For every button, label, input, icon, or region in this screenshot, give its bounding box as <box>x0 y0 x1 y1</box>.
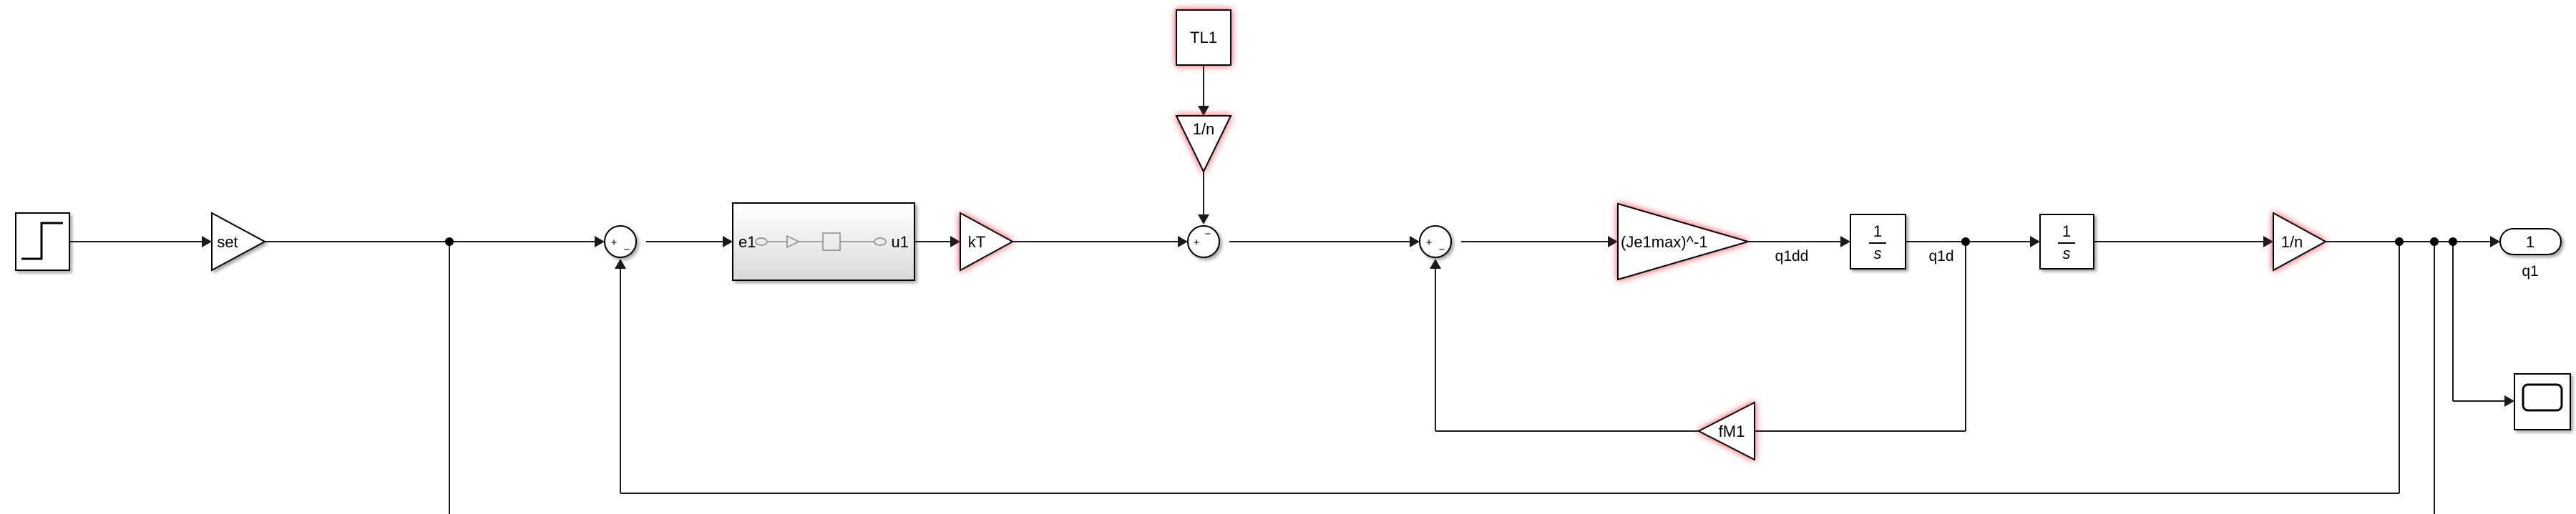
arrow-heads <box>202 106 2514 437</box>
n-gain-out-block[interactable]: 1/n <box>2273 212 2328 272</box>
arrow-head <box>1178 236 1188 247</box>
sum3-plus-sign: + <box>1426 237 1433 249</box>
n-gain-out-label: 1/n <box>2281 233 2303 251</box>
scope-icon <box>2522 383 2563 412</box>
arrow-head <box>1410 236 1420 247</box>
controller-subsystem-block[interactable]: e1 u1 <box>732 202 915 281</box>
arrow-head <box>1198 106 1209 116</box>
n-gain-top-label: 1/n <box>1193 120 1215 138</box>
inertia-gain-block[interactable]: (Je1max)^-1 <box>1617 202 1751 281</box>
arrow-head <box>202 236 212 247</box>
sum2-minus-sign: − <box>1205 228 1211 240</box>
integrator1-denominator: s <box>1874 244 1882 262</box>
outport-q1-block[interactable]: 1 <box>2499 228 2562 255</box>
set-gain-label: set <box>217 233 238 251</box>
branch-points <box>445 237 2457 246</box>
arrow-head <box>2504 395 2514 407</box>
inertia-gain-label: (Je1max)^-1 <box>1621 233 1708 251</box>
arrow-head <box>2030 236 2040 247</box>
step-source-block[interactable] <box>15 212 70 271</box>
set-gain-block[interactable]: set <box>211 212 267 272</box>
signal-lines <box>69 65 2504 514</box>
outport-number: 1 <box>2526 233 2534 251</box>
TL1-label: TL1 <box>1190 29 1217 46</box>
arrow-head <box>1198 214 1209 224</box>
kT-gain-block[interactable]: kT <box>960 212 1015 272</box>
arrow-head <box>1840 236 1850 247</box>
fM1-gain-block[interactable]: fM1 <box>1697 401 1755 461</box>
arrow-head <box>1608 236 1618 247</box>
integrator2-denominator: s <box>2063 244 2071 262</box>
sum1-plus-sign: + <box>611 237 618 249</box>
branch-point <box>1961 237 1970 246</box>
arrow-head <box>2490 236 2500 247</box>
fM1-gain-label: fM1 <box>1719 422 1745 440</box>
subsystem-input-port-label: e1 <box>738 233 756 251</box>
integrator-block-1[interactable]: 1 s <box>1850 214 1906 270</box>
sum-block-3[interactable]: + − <box>1419 225 1452 258</box>
integrator2-numerator: 1 <box>2062 222 2071 240</box>
sum3-minus-sign: − <box>1439 244 1445 256</box>
kT-gain-label: kT <box>968 233 985 251</box>
subsystem-output-port-label: u1 <box>892 233 909 251</box>
branch-point <box>2430 237 2439 246</box>
arrow-head <box>595 236 605 247</box>
arrow-head <box>615 259 626 269</box>
sum-block-1[interactable]: + − <box>604 225 637 258</box>
integrator-block-2[interactable]: 1 s <box>2039 214 2094 270</box>
sum-block-2[interactable]: + − <box>1187 225 1220 258</box>
integrator1-numerator: 1 <box>1873 222 1882 240</box>
arrow-head <box>1430 259 1441 269</box>
branch-point <box>445 237 454 246</box>
TL1-constant-block[interactable]: TL1 <box>1176 9 1231 66</box>
subsystem-preview-icon <box>755 232 887 251</box>
n-gain-top-block[interactable]: 1/n <box>1175 115 1232 174</box>
arrow-head <box>723 236 733 247</box>
step-icon <box>21 222 63 260</box>
outport-name-label: q1 <box>2522 263 2538 280</box>
sum1-minus-sign: − <box>624 244 630 256</box>
scope-block[interactable] <box>2514 373 2571 430</box>
sum2-plus-sign: + <box>1194 237 1200 249</box>
branch-point <box>2395 237 2404 246</box>
signal-label-q1dd: q1dd <box>1775 248 1809 265</box>
signal-label-q1d: q1d <box>1928 248 1953 265</box>
branch-point <box>2449 237 2457 246</box>
arrow-head <box>950 236 960 247</box>
arrow-head <box>2263 236 2273 247</box>
